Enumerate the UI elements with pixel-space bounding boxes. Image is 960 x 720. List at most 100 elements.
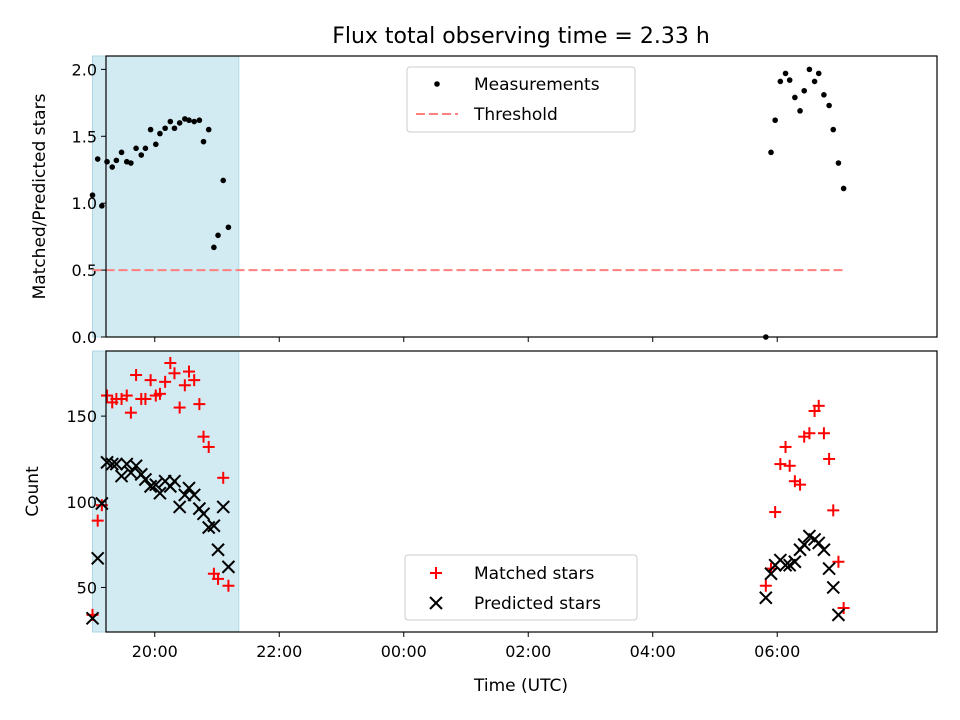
- measurement-point: [109, 164, 116, 170]
- measurement-point: [786, 77, 793, 83]
- measurement-point: [191, 118, 197, 125]
- matched-star-point: [222, 579, 235, 592]
- matched-star-point: [212, 572, 225, 585]
- predicted-star-point: [788, 555, 802, 569]
- legend-threshold-label: Threshold: [473, 105, 558, 125]
- legend-predicted-label: Predicted stars: [474, 594, 601, 614]
- x-tick-label: 20:00: [132, 642, 178, 661]
- predicted-star-point: [129, 459, 143, 473]
- measurement-point: [772, 117, 778, 124]
- measurement-point: [167, 118, 174, 125]
- x-tick-label: 06:00: [754, 642, 800, 661]
- matched-star-point: [202, 440, 215, 453]
- matched-star-point: [817, 427, 830, 440]
- y-tick-label: 50: [77, 578, 97, 597]
- legend-measurements-label: Measurements: [474, 75, 600, 95]
- predicted-star-point: [216, 500, 230, 514]
- measurement-point: [176, 120, 183, 126]
- measurement-point: [801, 87, 808, 94]
- predicted-star-point: [167, 474, 182, 488]
- matched-star-point: [769, 506, 782, 519]
- matched-star-point: [193, 398, 206, 411]
- predicted-star-point: [831, 608, 846, 622]
- top-axes-frame: [105, 55, 938, 338]
- matched-star-point: [197, 430, 210, 443]
- measurement-point: [133, 145, 139, 152]
- matched-star-point: [832, 555, 845, 568]
- chart-title: Flux total observing time = 2.33 h: [332, 24, 710, 49]
- y-tick-label: 0.0: [72, 328, 97, 347]
- legend-matched-marker: [430, 567, 442, 579]
- predicted-star-point: [207, 519, 221, 533]
- measurement-point: [811, 78, 818, 85]
- matched-star-point: [153, 387, 166, 400]
- predicted-star-point: [764, 567, 778, 581]
- predicted-star-point: [90, 551, 105, 566]
- predicted-star-point: [187, 488, 201, 502]
- matched-star-point: [803, 427, 816, 440]
- matched-star-point: [794, 478, 807, 491]
- measurement-point: [211, 244, 217, 251]
- measurement-point: [840, 185, 847, 192]
- y-axis-label: Matched/Predicted stars: [30, 93, 50, 299]
- y-tick-label: 0.5: [72, 261, 97, 280]
- matched-star-point: [779, 440, 792, 453]
- matched-star-point: [139, 392, 152, 405]
- legend-matched-label: Matched stars: [474, 564, 594, 584]
- measurement-point: [113, 157, 120, 164]
- predicted-star-point: [153, 486, 167, 500]
- legend-bottom: Matched stars Predicted stars: [404, 554, 638, 621]
- measurement-point: [118, 149, 125, 156]
- matched-star-point: [827, 504, 840, 517]
- measurement-point: [142, 145, 149, 152]
- predicted-star-point: [172, 500, 187, 514]
- matched-star-point: [130, 368, 143, 381]
- legend-top: Measurements Threshold: [406, 66, 636, 133]
- y-axis-label: Count: [23, 466, 43, 517]
- predicted-star-point: [105, 457, 119, 471]
- predicted-star-point: [822, 561, 836, 576]
- predicted-star-point: [182, 481, 196, 495]
- matched-star-point: [144, 374, 157, 387]
- y-tick-label: 150: [66, 407, 97, 426]
- measurement-point: [99, 203, 105, 209]
- measurement-point: [152, 141, 159, 148]
- measurement-point: [782, 70, 789, 77]
- top-panel: 0.0 0.5 1.0 1.5 2.0 Matched/Predicted stars: [30, 55, 938, 347]
- matched-star-point: [783, 459, 796, 472]
- matched-star-point: [178, 379, 191, 392]
- matched-star-point: [91, 514, 104, 527]
- y-tick-label: 1.0: [72, 194, 97, 213]
- measurement-point: [89, 192, 96, 198]
- matched-star-point: [812, 399, 825, 412]
- predicted-star-point: [778, 558, 793, 572]
- matched-star-point: [124, 406, 137, 419]
- matched-star-point: [837, 602, 850, 615]
- predicted-star-point: [812, 536, 826, 550]
- measurement-point: [215, 232, 221, 239]
- predicted-star-point: [221, 560, 236, 574]
- predicted-star-point: [797, 537, 811, 552]
- matched-star-point: [182, 365, 195, 378]
- measurement-point: [138, 152, 145, 158]
- predicted-star-point: [211, 543, 225, 557]
- measurement-point: [225, 224, 232, 231]
- measurement-point: [835, 160, 842, 166]
- matched-star-point: [823, 452, 836, 465]
- matched-star-point: [774, 458, 787, 471]
- shaded-interval: [92, 55, 240, 338]
- predicted-star-point: [196, 507, 211, 521]
- measurement-point: [94, 156, 101, 162]
- predicted-star-point: [759, 591, 773, 605]
- predicted-star-point: [138, 472, 153, 487]
- predicted-star-point: [826, 580, 840, 595]
- measurement-point: [830, 126, 837, 133]
- y-tick-label: 2.0: [72, 60, 97, 79]
- x-tick-label: 02:00: [505, 642, 551, 661]
- measurement-point: [806, 66, 813, 73]
- measurement-point: [186, 117, 192, 124]
- x-tick-label: 22:00: [256, 642, 302, 661]
- measurement-point: [205, 126, 212, 133]
- matched-star-point: [159, 375, 172, 388]
